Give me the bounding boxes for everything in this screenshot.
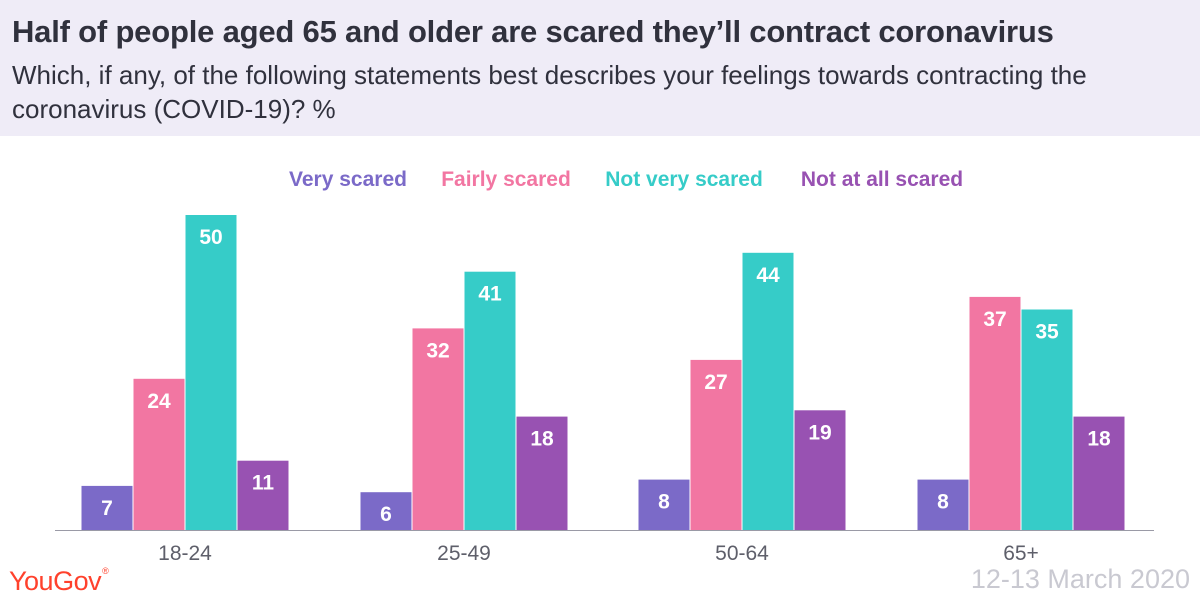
data-label-50-64-not-at-all-scared: 19 — [808, 421, 831, 444]
data-label-18-24-not-very-scared: 50 — [199, 226, 222, 249]
bar-50-64-fairly-scared — [690, 359, 742, 530]
bar-18-24-very-scared — [81, 485, 133, 530]
data-label-65+-fairly-scared: 37 — [983, 308, 1006, 331]
data-label-18-24-fairly-scared: 24 — [147, 390, 171, 413]
bar-65+-not-very-scared — [1021, 309, 1073, 530]
bar-50-64-not-very-scared — [742, 252, 794, 531]
bar-18-24-not-at-all-scared — [237, 460, 289, 530]
data-label-50-64-very-scared: 8 — [658, 491, 670, 514]
bar-50-64-very-scared — [638, 479, 690, 530]
data-label-65+-not-at-all-scared: 18 — [1087, 428, 1111, 451]
data-label-18-24-not-at-all-scared: 11 — [252, 472, 275, 495]
data-label-65+-very-scared: 8 — [937, 491, 949, 514]
bar-25-49-fairly-scared — [412, 328, 464, 530]
chart-title: Half of people aged 65 and older are sca… — [12, 14, 1054, 49]
bar-25-49-very-scared — [360, 492, 412, 530]
header-band: Half of people aged 65 and older are sca… — [0, 0, 1200, 136]
bar-18-24-not-very-scared — [185, 215, 237, 530]
brand-name: YouGov — [9, 566, 102, 596]
data-label-65+-not-very-scared: 35 — [1035, 321, 1059, 344]
chart-subtitle: Which, if any, of the following statemen… — [12, 60, 1087, 124]
data-label-25-49-not-very-scared: 41 — [478, 283, 502, 306]
data-label-25-49-fairly-scared: 32 — [426, 339, 449, 362]
yougov-logo: YouGov® — [9, 566, 109, 597]
legend-very-scared: Very scared — [289, 168, 407, 191]
data-label-18-24-very-scared: 7 — [101, 497, 113, 520]
x-tick-label-65+: 65+ — [1003, 542, 1039, 565]
registered-mark: ® — [102, 566, 109, 576]
bar-18-24-fairly-scared — [133, 378, 185, 530]
x-tick-label-18-24: 18-24 — [158, 542, 212, 565]
data-label-50-64-not-very-scared: 44 — [756, 264, 780, 287]
bar-65+-very-scared — [917, 479, 969, 530]
legend-not-very-scared: Not very scared — [605, 168, 763, 191]
bar-chart: Very scared Fairly scared Not very scared N… — [55, 168, 1154, 565]
x-tick-label-50-64: 50-64 — [715, 542, 769, 565]
data-label-50-64-fairly-scared: 27 — [704, 371, 727, 394]
data-label-25-49-not-at-all-scared: 18 — [530, 428, 554, 451]
bar-50-64-not-at-all-scared — [794, 410, 846, 530]
survey-date: 12-13 March 2020 — [970, 564, 1190, 594]
legend-fairly-scared: Fairly scared — [441, 168, 571, 191]
data-label-25-49-very-scared: 6 — [380, 503, 392, 526]
x-tick-label-25-49: 25-49 — [437, 542, 491, 565]
bar-65+-fairly-scared — [969, 296, 1021, 530]
bar-25-49-not-at-all-scared — [516, 416, 568, 530]
bar-65+-not-at-all-scared — [1073, 416, 1125, 530]
bar-25-49-not-very-scared — [464, 271, 516, 530]
legend-not-at-all-scared: Not at all scared — [801, 168, 963, 191]
